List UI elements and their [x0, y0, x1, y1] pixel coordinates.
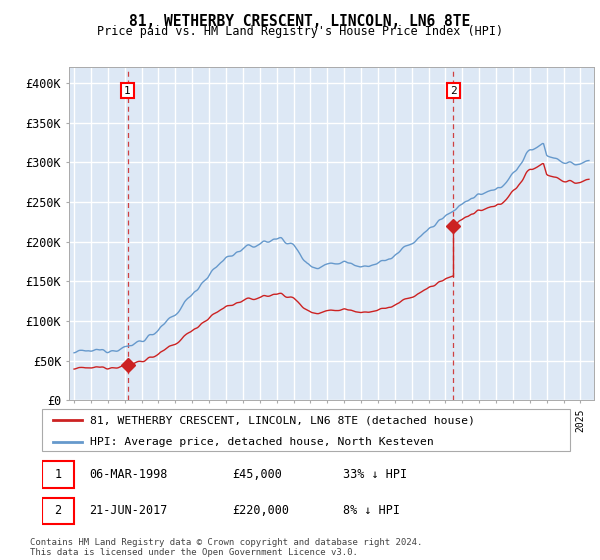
FancyBboxPatch shape: [42, 498, 74, 524]
Text: 21-JUN-2017: 21-JUN-2017: [89, 505, 168, 517]
Text: 1: 1: [124, 86, 131, 96]
Text: £220,000: £220,000: [232, 505, 289, 517]
Text: Contains HM Land Registry data © Crown copyright and database right 2024.
This d: Contains HM Land Registry data © Crown c…: [30, 538, 422, 557]
Text: 33% ↓ HPI: 33% ↓ HPI: [343, 468, 407, 481]
Text: Price paid vs. HM Land Registry's House Price Index (HPI): Price paid vs. HM Land Registry's House …: [97, 25, 503, 38]
Text: 8% ↓ HPI: 8% ↓ HPI: [343, 505, 400, 517]
Text: 06-MAR-1998: 06-MAR-1998: [89, 468, 168, 481]
FancyBboxPatch shape: [42, 409, 570, 451]
FancyBboxPatch shape: [42, 461, 74, 488]
Text: 1: 1: [54, 468, 61, 481]
Text: £45,000: £45,000: [232, 468, 282, 481]
Text: 81, WETHERBY CRESCENT, LINCOLN, LN6 8TE: 81, WETHERBY CRESCENT, LINCOLN, LN6 8TE: [130, 14, 470, 29]
Text: 2: 2: [54, 505, 61, 517]
Text: HPI: Average price, detached house, North Kesteven: HPI: Average price, detached house, Nort…: [89, 437, 433, 446]
Text: 81, WETHERBY CRESCENT, LINCOLN, LN6 8TE (detached house): 81, WETHERBY CRESCENT, LINCOLN, LN6 8TE …: [89, 415, 475, 425]
Text: 2: 2: [450, 86, 457, 96]
